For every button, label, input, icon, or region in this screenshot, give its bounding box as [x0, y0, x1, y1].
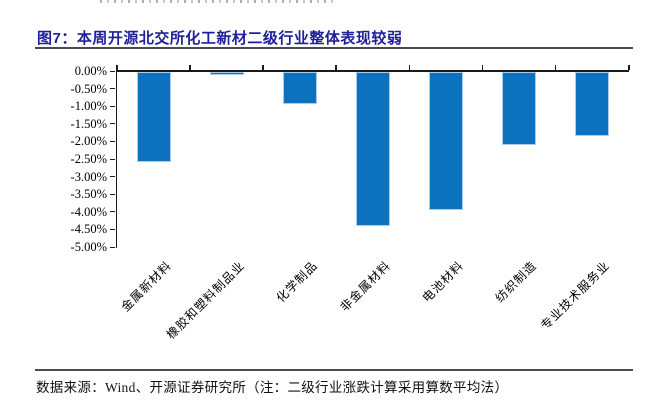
y-axis-tick-label: -1.50% [70, 116, 107, 131]
x-axis-tick [481, 65, 484, 70]
bar [429, 72, 464, 211]
y-axis-tick-label: -5.00% [70, 240, 107, 254]
y-axis-tick [110, 176, 115, 178]
y-axis-tick [110, 246, 115, 248]
y-axis-tick-label: -4.50% [70, 222, 107, 237]
bar [502, 72, 537, 146]
y-axis-tick-label: -2.50% [70, 152, 107, 166]
y-axis-tick [110, 158, 115, 160]
y-axis-tick-label: -4.00% [70, 204, 107, 219]
category-label: 橡胶和塑料制品业 [163, 258, 248, 342]
y-axis-tick [110, 228, 115, 230]
category-label: 金属新材料 [118, 258, 174, 315]
y-axis-tick-label: -0.50% [70, 81, 107, 96]
y-axis-tick [110, 123, 115, 125]
category-label: 纺织制造 [492, 258, 540, 306]
bar [575, 72, 610, 137]
x-axis-tick [116, 65, 118, 70]
category-label: 化学制品 [273, 258, 321, 306]
y-axis-tick-label: -3.00% [70, 169, 107, 184]
category-label: 专业技术服务业 [538, 258, 613, 333]
bar [136, 72, 171, 162]
category-label: 电池材料 [419, 258, 467, 306]
y-axis-tick-label: -3.50% [70, 187, 107, 202]
title-underline-rule [35, 47, 633, 49]
x-axis-line [117, 70, 629, 72]
y-axis-tick [110, 70, 115, 72]
y-axis-tick [110, 88, 115, 90]
x-axis-tick [554, 65, 557, 70]
y-axis-tick-label: 0.00% [74, 64, 107, 78]
y-axis-line [115, 66, 117, 248]
y-axis-tick-label: -1.00% [70, 99, 107, 114]
x-axis-tick [189, 65, 191, 70]
y-axis-tick-label: -2.00% [70, 134, 107, 149]
y-axis-tick [110, 211, 115, 213]
footer-rule [35, 369, 633, 371]
x-axis-tick [628, 65, 630, 70]
bar [356, 72, 390, 226]
y-axis-tick [110, 105, 115, 107]
bar [209, 72, 244, 75]
cropped-previous-line-artifact [100, 0, 338, 3]
y-axis-tick [110, 193, 115, 195]
data-source-note: 数据来源：Wind、开源证券研究所（注：二级行业涨跌计算采用算数平均法） [36, 380, 509, 395]
y-axis-tick [110, 140, 115, 142]
bar-chart: 0.00% -0.50% -1.00% -1.50% -2.00% -2.50% -3.00… [70, 64, 630, 342]
category-label: 非金属材料 [337, 258, 394, 315]
x-axis-tick [408, 65, 411, 70]
figure-title: 图7：本周开源北交所化工新材二级行业整体表现较弱 [37, 30, 403, 47]
x-axis-tick [262, 65, 264, 70]
bar [282, 72, 317, 104]
x-axis-tick [335, 65, 337, 70]
